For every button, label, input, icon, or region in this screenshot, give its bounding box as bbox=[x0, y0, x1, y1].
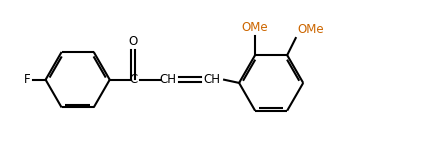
Text: OMe: OMe bbox=[298, 23, 324, 36]
Text: CH: CH bbox=[204, 73, 221, 86]
Text: CH: CH bbox=[159, 73, 176, 86]
Text: O: O bbox=[129, 35, 138, 48]
Text: C: C bbox=[129, 73, 138, 86]
Text: F: F bbox=[24, 73, 31, 86]
Text: OMe: OMe bbox=[242, 21, 268, 34]
